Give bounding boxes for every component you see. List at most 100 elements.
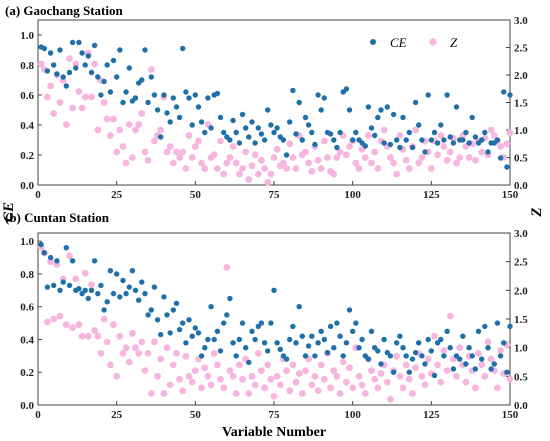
z-point-b xyxy=(298,390,306,397)
z-point-a xyxy=(393,170,401,178)
ce-point-a xyxy=(198,119,205,125)
z-point-b xyxy=(368,367,375,374)
z-point-a xyxy=(157,126,165,134)
ce-point-a xyxy=(425,92,431,98)
ce-point-b xyxy=(148,307,154,313)
ce-point-b xyxy=(309,333,315,339)
z-point-b xyxy=(154,372,162,380)
x-tick-label-a: 150 xyxy=(502,189,519,201)
z-point-a xyxy=(346,143,353,150)
ce-point-b xyxy=(287,336,293,343)
ce-point-a xyxy=(123,89,129,95)
ce-point-a xyxy=(148,74,154,80)
z-point-a xyxy=(217,137,224,145)
ce-point-b xyxy=(151,284,158,290)
z-point-b xyxy=(56,312,64,320)
z-point-b xyxy=(147,390,155,397)
z-point-b xyxy=(292,378,300,386)
z-point-b xyxy=(355,372,363,380)
z-point-b xyxy=(214,361,221,369)
ce-point-b xyxy=(469,353,475,359)
y-right-tick-label-b: 1.5 xyxy=(514,314,528,326)
z-point-b xyxy=(232,390,240,397)
panel-title-a: (a) Gaochang Station xyxy=(5,3,124,18)
ce-point-a xyxy=(453,104,460,110)
z-point-b xyxy=(475,350,482,357)
z-point-b xyxy=(81,269,89,277)
ce-point-b xyxy=(318,328,324,334)
ce-point-a xyxy=(60,74,66,80)
z-point-b xyxy=(223,264,231,271)
z-point-b xyxy=(456,344,464,352)
z-point-b xyxy=(402,361,410,369)
ce-point-a xyxy=(274,125,280,131)
ce-point-a xyxy=(353,129,359,136)
ce-point-a xyxy=(268,122,274,128)
ce-point-a xyxy=(315,92,321,98)
z-point-b xyxy=(75,321,83,329)
ce-point-b xyxy=(466,345,472,351)
ce-point-b xyxy=(444,328,450,334)
z-point-b xyxy=(264,361,272,369)
ce-point-b xyxy=(120,277,126,284)
x-tick-label-b: 125 xyxy=(423,409,440,421)
z-point-b xyxy=(78,332,86,340)
ce-point-a xyxy=(381,140,387,146)
z-point-b xyxy=(446,312,454,320)
ce-point-b xyxy=(290,323,296,330)
ce-point-a xyxy=(302,114,309,121)
ce-point-a xyxy=(236,140,243,146)
z-point-a xyxy=(56,99,64,106)
ce-point-a xyxy=(63,83,69,89)
ce-point-b xyxy=(457,356,463,362)
ce-point-b xyxy=(419,353,425,359)
ce-point-b xyxy=(265,348,271,354)
ce-point-b xyxy=(63,245,69,251)
ce-point-b xyxy=(507,323,513,330)
z-point-a xyxy=(144,156,152,164)
ce-point-b xyxy=(268,320,274,326)
ce-point-b xyxy=(129,268,136,274)
ce-point-b xyxy=(321,336,327,343)
z-point-a xyxy=(453,159,460,167)
ce-point-a xyxy=(252,140,258,146)
y-left-tick-label-b: 1.0 xyxy=(20,236,34,248)
z-point-a xyxy=(343,151,350,159)
z-point-a xyxy=(176,154,184,161)
y-right-tick-label-a: 0.0 xyxy=(514,180,528,192)
z-point-a xyxy=(254,170,262,178)
z-point-b xyxy=(198,384,206,392)
ce-point-b xyxy=(394,340,400,346)
ce-point-a xyxy=(346,107,353,113)
marks-b xyxy=(37,241,514,403)
z-point-b xyxy=(346,364,353,372)
z-point-a xyxy=(236,170,243,178)
x-axis-title: Variable Number xyxy=(222,425,326,440)
ce-point-a xyxy=(255,125,261,131)
z-point-a xyxy=(138,110,146,117)
legend-ce-marker xyxy=(370,39,376,45)
ce-point-b xyxy=(117,294,123,300)
z-point-b xyxy=(358,381,366,389)
ce-point-b xyxy=(180,320,186,326)
z-point-b xyxy=(289,361,297,369)
z-point-b xyxy=(254,350,262,357)
ce-point-a xyxy=(271,129,277,136)
z-point-a xyxy=(506,129,514,137)
ce-point-a xyxy=(406,129,412,136)
ce-point-b xyxy=(497,353,504,359)
ce-point-b xyxy=(441,353,447,359)
ce-point-a xyxy=(501,89,507,95)
z-point-a xyxy=(280,159,287,167)
ce-point-a xyxy=(57,47,63,53)
y-right-tick-label-b: 2.0 xyxy=(514,285,528,297)
z-point-a xyxy=(283,165,290,172)
panel-title-b: (b) Cuntan Station xyxy=(5,210,110,225)
ce-point-a xyxy=(117,47,123,53)
ce-point-b xyxy=(66,282,73,289)
ce-point-a xyxy=(419,137,425,143)
y-right-tick-label-b: 1.0 xyxy=(514,343,528,355)
z-point-b xyxy=(217,375,224,383)
ce-point-a xyxy=(450,140,457,146)
z-point-a xyxy=(487,126,495,134)
